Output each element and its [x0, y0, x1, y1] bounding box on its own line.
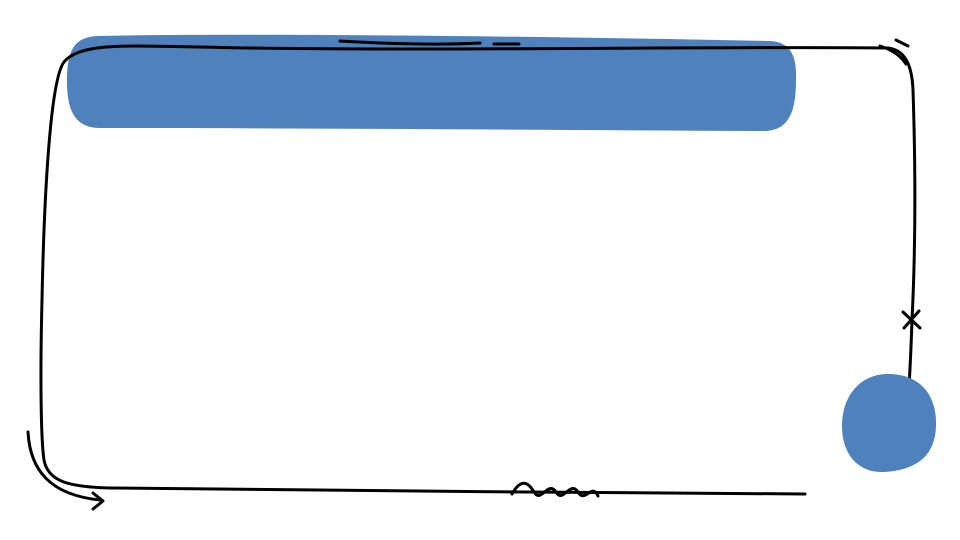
- frame-outline: [39, 44, 890, 496]
- blue-blob-circle: [842, 374, 937, 473]
- motion-lines-icon: [878, 38, 910, 66]
- frame-right-side: [886, 46, 917, 388]
- banner-top-stroke: [338, 39, 482, 46]
- squiggle-line: [510, 481, 600, 498]
- curved-arrow-icon: [26, 430, 105, 511]
- title-banner: [67, 34, 797, 131]
- cross-mark-icon: [901, 309, 922, 330]
